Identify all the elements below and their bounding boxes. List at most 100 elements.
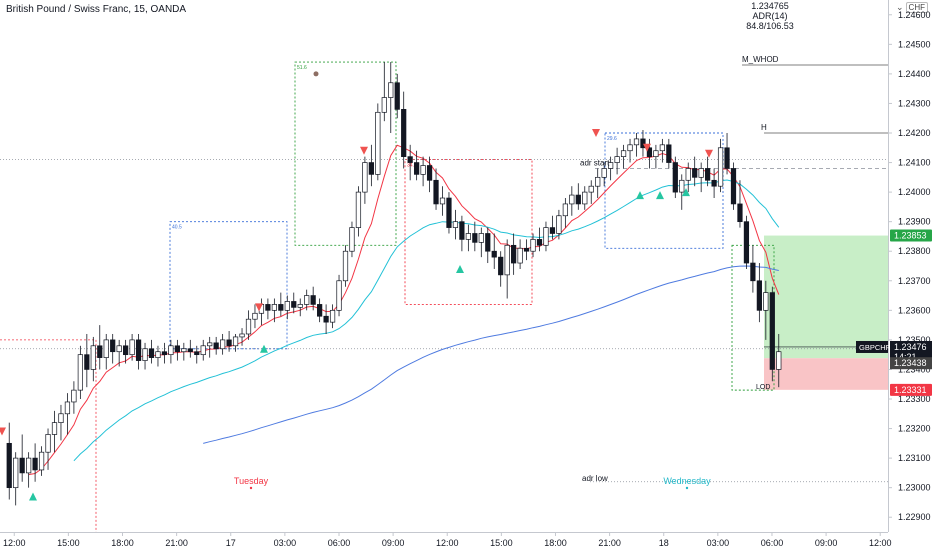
candle-body [530, 239, 536, 252]
candle-body [142, 348, 148, 361]
candle-body [200, 345, 206, 356]
candle-body [666, 144, 672, 163]
candle-body [336, 280, 342, 311]
candle-body [368, 162, 374, 175]
candle-body [304, 295, 310, 305]
candle-body [698, 168, 704, 178]
stop-price-label: 1.23331 [894, 385, 927, 395]
candle-body [685, 168, 691, 181]
price-tick-label: 1.24400 [898, 69, 931, 79]
chevron-down-icon: ⌄ [896, 2, 904, 12]
candle-body [26, 457, 32, 474]
candle-body [511, 244, 517, 264]
session-box-label: 34.5 [407, 163, 417, 169]
time-tick-label: 18:00 [111, 538, 134, 548]
candle-body [19, 457, 25, 474]
time-tick-label: 12:00 [3, 538, 26, 548]
session-box-label: 40.5 [172, 225, 182, 231]
price-tick-label: 1.24500 [898, 39, 931, 49]
sell-marker [705, 149, 713, 158]
candle-body [692, 168, 698, 178]
candle-body [388, 82, 394, 98]
candle-body [291, 301, 297, 308]
ma-fast-line [28, 144, 780, 476]
adr-start-label: adr start [580, 159, 610, 168]
tuesday-dot [249, 486, 253, 490]
price-tick-label: 1.23400 [898, 364, 931, 374]
ma-slow-line [203, 265, 779, 444]
currency-selector[interactable]: ⌄ CHF [896, 2, 930, 16]
candle-body [194, 351, 200, 356]
candle-body [187, 348, 193, 353]
candle-body [575, 194, 581, 205]
candle-body [38, 451, 45, 471]
m-whod-label: M_WHOD [742, 55, 779, 64]
candle-body [161, 351, 168, 356]
candle-body [543, 227, 549, 246]
adr-label: ADR(14) [752, 11, 788, 21]
time-tick-label: 06:00 [761, 538, 784, 548]
candle-body [426, 165, 433, 181]
sell-marker [0, 427, 6, 436]
candle-body [129, 339, 135, 356]
price-tick-label: 1.23100 [898, 453, 931, 463]
candle-body [220, 339, 226, 350]
time-tick-label: 15:00 [57, 538, 80, 548]
price-tick-label: 1.24600 [898, 10, 931, 20]
buy-marker [260, 344, 268, 353]
session-box [294, 61, 397, 246]
adr-low-label: adr low [582, 474, 608, 483]
price-tick-label: 1.24000 [898, 187, 931, 197]
candle-body [103, 339, 109, 358]
candle-body [155, 351, 161, 358]
candle-body [232, 336, 239, 347]
sell-marker [643, 143, 651, 152]
candle-body [776, 351, 782, 370]
wednesday-dot [685, 486, 689, 490]
session-box-label: 51.6 [297, 65, 307, 71]
price-tick-label: 1.23900 [898, 217, 931, 227]
candle-body [646, 147, 653, 157]
candle-body [375, 111, 381, 175]
candle-body [433, 179, 439, 205]
price-tick-label: 1.23000 [898, 483, 931, 493]
candle-body [329, 309, 336, 323]
candle-body [381, 97, 387, 113]
time-tick-label: 06:00 [328, 538, 351, 548]
candle-body [711, 179, 717, 187]
price-tick-label: 1.24100 [898, 158, 931, 168]
candle-body [627, 144, 633, 152]
candle-body [562, 203, 568, 217]
candle-body [32, 457, 38, 471]
candle-body [317, 304, 323, 317]
candle-body [556, 215, 562, 234]
candle-body [64, 401, 71, 415]
candle-body [45, 434, 51, 453]
candle-body [569, 194, 575, 205]
sell-marker [255, 303, 263, 312]
adr-values: 84.8/106.53 [746, 21, 794, 31]
candle-body [310, 295, 316, 305]
candle-body [717, 147, 724, 187]
symbol-tag: GBPCHF [859, 343, 891, 352]
buy-marker [29, 492, 37, 501]
candle-body [213, 342, 219, 350]
price-tick-label: 1.23600 [898, 305, 931, 315]
session-box-label: 29.6 [607, 136, 617, 142]
tuesday-label: Tuesday [234, 476, 269, 486]
candle-body [13, 457, 19, 489]
candle-body [459, 221, 465, 240]
candle-body [271, 304, 277, 311]
candle-body [582, 191, 588, 205]
target-zone [764, 235, 888, 359]
candle-body [58, 413, 64, 423]
chart-title: British Pound / Swiss Franc, 15, OANDA [6, 4, 187, 15]
candle-body [362, 162, 368, 193]
candle-body [653, 150, 659, 157]
candle-body [207, 342, 213, 347]
price-axis: 1.24600 1.24500 1.24400 1.24300 1.24200 1.241… [888, 0, 931, 532]
wednesday-label: Wednesday [663, 476, 711, 486]
candle-body [491, 250, 497, 258]
